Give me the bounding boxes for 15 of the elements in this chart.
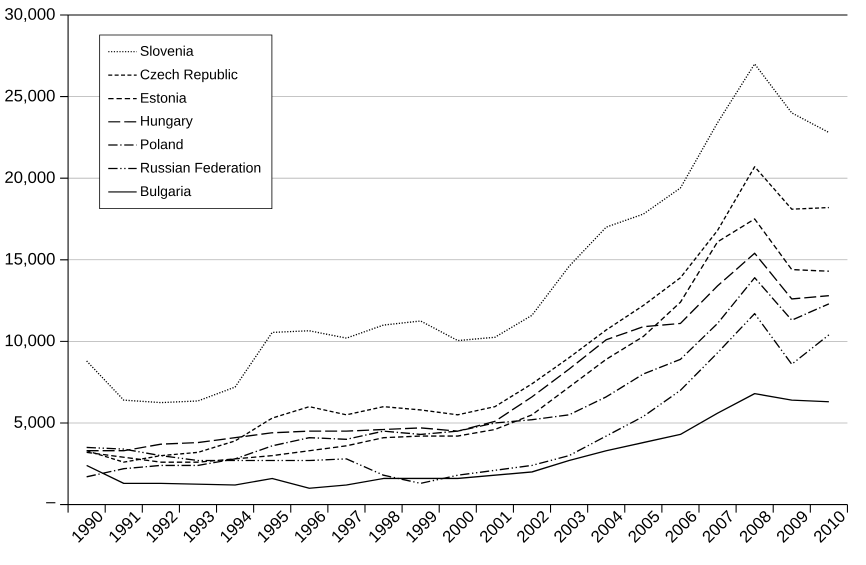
y-tick-label: 10,000	[6, 334, 55, 348]
legend-label: Hungary	[141, 116, 193, 129]
legend-label: Slovenia	[140, 46, 194, 56]
y-tick-label: 5,000	[14, 416, 55, 430]
legend-label: Russian Federation	[141, 162, 260, 173]
legend-label: Poland	[141, 139, 183, 150]
legend-label: Czech Republic	[140, 69, 238, 82]
y-tick-label: –	[46, 502, 56, 504]
y-tick-label: 30,000	[5, 8, 55, 22]
line-series	[86, 64, 830, 404]
y-tick-label: 15,000	[6, 253, 55, 267]
y-tick-label: 20,000	[5, 172, 55, 186]
legend-label: Bulgaria	[141, 186, 192, 200]
y-tick-label: 25,000	[5, 90, 55, 104]
legend-label: Estonia	[141, 92, 187, 104]
